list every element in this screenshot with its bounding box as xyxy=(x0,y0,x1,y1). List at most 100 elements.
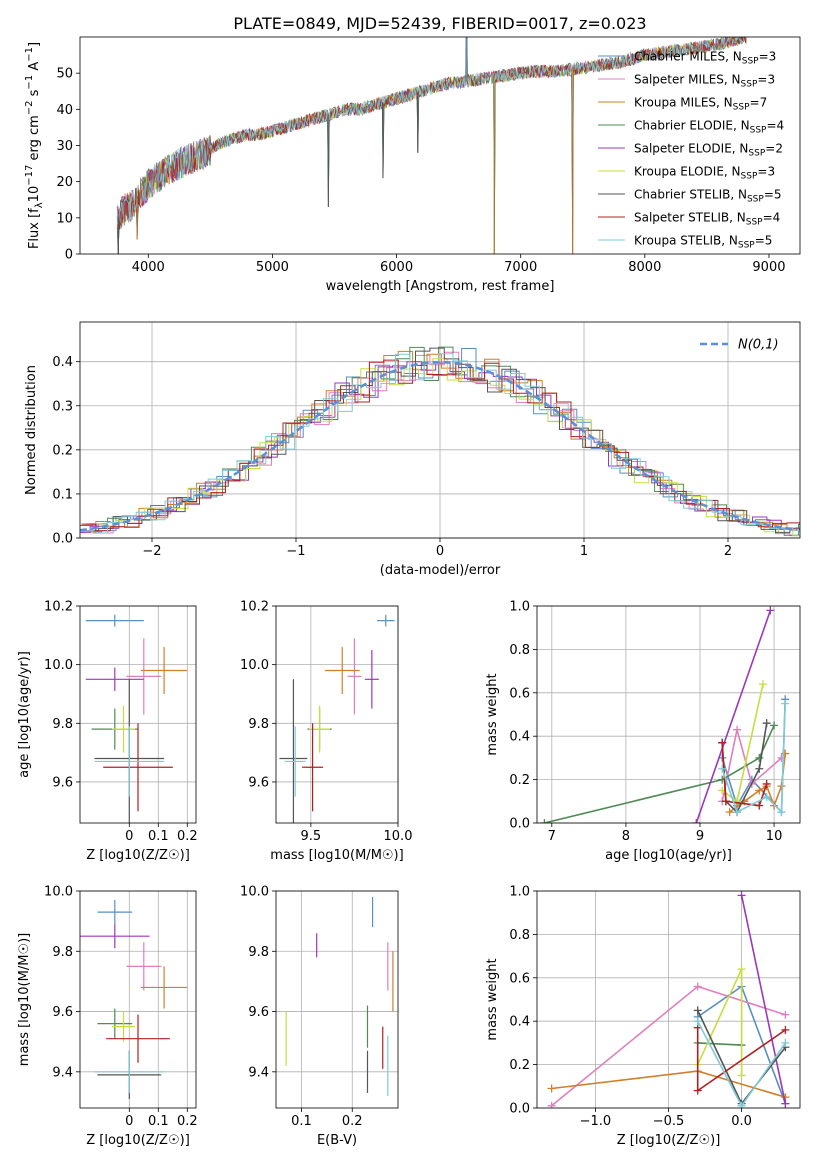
x-tick-label: 8000 xyxy=(628,260,661,275)
error-bar-marker xyxy=(377,614,395,627)
y-tick-label: 0.0 xyxy=(509,817,530,832)
y-axis-label: age [log10(age/yr)] xyxy=(17,651,32,778)
y-axis-label: Normed distribution xyxy=(24,365,39,495)
y-tick-label: 10 xyxy=(56,211,73,226)
weight-line xyxy=(721,729,783,802)
weight-point xyxy=(737,1101,746,1108)
weight-series xyxy=(693,1023,790,1095)
y-tick-label: 10.0 xyxy=(44,885,73,900)
weight-point xyxy=(770,721,779,730)
weight-series xyxy=(693,1038,746,1050)
histogram-step xyxy=(80,361,800,533)
axes-frame xyxy=(536,890,801,1109)
x-tick-label: 9 xyxy=(696,829,704,844)
x-axis-label: wavelength [Angstrom, rest frame] xyxy=(326,279,555,294)
legend-entry: Salpeter MILES, NSSP=3 xyxy=(634,73,775,90)
weight-point xyxy=(733,797,742,806)
x-axis-label: E(B-V) xyxy=(317,1133,357,1148)
y-tick-label: 0.2 xyxy=(52,443,73,458)
plot-area xyxy=(285,897,394,1096)
x-tick-label: 10 xyxy=(766,829,783,844)
error-bar-marker xyxy=(85,614,144,627)
error-bar-marker xyxy=(126,638,162,715)
normal-curve xyxy=(80,360,798,532)
weight-point xyxy=(766,606,775,615)
weight-point xyxy=(693,1006,702,1015)
error-bar-marker xyxy=(279,679,308,823)
error-bar-marker xyxy=(80,924,150,949)
x-tick-label: 7000 xyxy=(504,260,537,275)
error-bar-marker xyxy=(94,726,165,797)
weight-point xyxy=(781,1038,790,1047)
y-tick-label: 0.1 xyxy=(52,487,73,502)
weight-point xyxy=(781,1025,790,1034)
y-axis-label: Flux [fλ10−17 erg cm−2 s−1 A−1] xyxy=(24,42,45,249)
x-tick-label: 9000 xyxy=(752,260,785,275)
y-tick-label: 9.4 xyxy=(248,1065,269,1080)
weight-point xyxy=(737,891,746,900)
panel-weights-vs-Z: −1.0 −0.5 0.0 0.0 0.2 0.4 0.6 0.8 1.0 Z [log10(Z/… xyxy=(485,885,801,1148)
y-tick-label: 0.4 xyxy=(52,355,73,370)
x-axis-label: (data-model)/error xyxy=(380,563,501,578)
y-tick-label: 0.8 xyxy=(509,643,530,658)
x-tick-label: −1 xyxy=(286,544,305,559)
y-tick-label: 0.0 xyxy=(52,532,73,547)
y-tick-label: 10.0 xyxy=(240,658,269,673)
weight-point xyxy=(758,680,767,689)
weight-point xyxy=(693,1086,702,1095)
y-tick-label: 1.0 xyxy=(509,885,530,900)
weight-point xyxy=(693,982,702,991)
axes-frame xyxy=(79,36,801,255)
x-axis-label: Z [log10(Z/Z☉)] xyxy=(617,1133,721,1148)
plot-area xyxy=(80,346,800,537)
y-tick-label: 0 xyxy=(65,248,73,263)
weight-point xyxy=(737,965,746,974)
weight-point xyxy=(762,792,771,801)
plot-area xyxy=(540,606,790,823)
y-tick-label: 10.2 xyxy=(44,600,73,615)
plot-area xyxy=(547,891,790,1108)
error-bar-marker xyxy=(126,942,162,991)
x-tick-label: 0.2 xyxy=(177,1114,198,1129)
y-tick-label: 9.6 xyxy=(248,775,269,790)
error-bar-marker xyxy=(94,1050,165,1093)
weight-series xyxy=(693,1017,790,1108)
plot-area xyxy=(116,37,747,254)
weight-point xyxy=(718,764,727,773)
figure-title: PLATE=0849, MJD=52439, FIBERID=0017, z=0… xyxy=(233,14,646,33)
weight-point xyxy=(755,801,764,810)
x-tick-label: 0.1 xyxy=(291,1114,312,1129)
weight-line xyxy=(740,895,787,1104)
y-tick-label: 20 xyxy=(56,175,73,190)
legend-entry: Chabrier STELIB, NSSP=5 xyxy=(634,188,782,205)
axes-frame xyxy=(79,321,801,539)
axes-frame xyxy=(275,605,399,824)
y-tick-label: 40 xyxy=(56,103,73,118)
weight-line xyxy=(697,1042,742,1046)
x-tick-label: 9.5 xyxy=(301,829,322,844)
weight-line xyxy=(695,610,772,823)
y-tick-label: 10.2 xyxy=(240,600,269,615)
y-tick-label: 0.6 xyxy=(509,971,530,986)
panel-age-vs-Z: 0 0.1 0.2 9.6 9.8 10.0 10.2 Z [log10(Z/Z☉)] age … xyxy=(17,600,198,864)
histogram-step xyxy=(81,359,800,532)
y-tick-label: 10.0 xyxy=(240,885,269,900)
error-bar-marker xyxy=(106,1014,170,1063)
legend-entry: Kroupa MILES, NSSP=7 xyxy=(634,96,767,113)
x-axis-label: age [log10(age/yr)] xyxy=(605,848,732,863)
histogram-step xyxy=(84,351,800,537)
weight-point xyxy=(762,779,771,788)
y-axis-label: mass [log10(M/M☉)] xyxy=(17,933,32,1066)
error-bar-marker xyxy=(97,900,133,925)
legend-entry: N(0,1) xyxy=(738,338,779,353)
y-tick-label: 0.4 xyxy=(509,730,530,745)
weight-point xyxy=(725,808,734,817)
weight-point xyxy=(777,782,786,791)
x-axis-label: Z [log10(Z/Z☉)] xyxy=(86,1133,190,1148)
x-tick-label: 0 xyxy=(436,544,444,559)
weight-series xyxy=(692,606,775,823)
y-tick-label: 1.0 xyxy=(509,600,530,615)
axes-frame xyxy=(79,890,197,1109)
y-tick-label: 0.2 xyxy=(509,1058,530,1073)
x-tick-label: 0.1 xyxy=(148,1114,169,1129)
